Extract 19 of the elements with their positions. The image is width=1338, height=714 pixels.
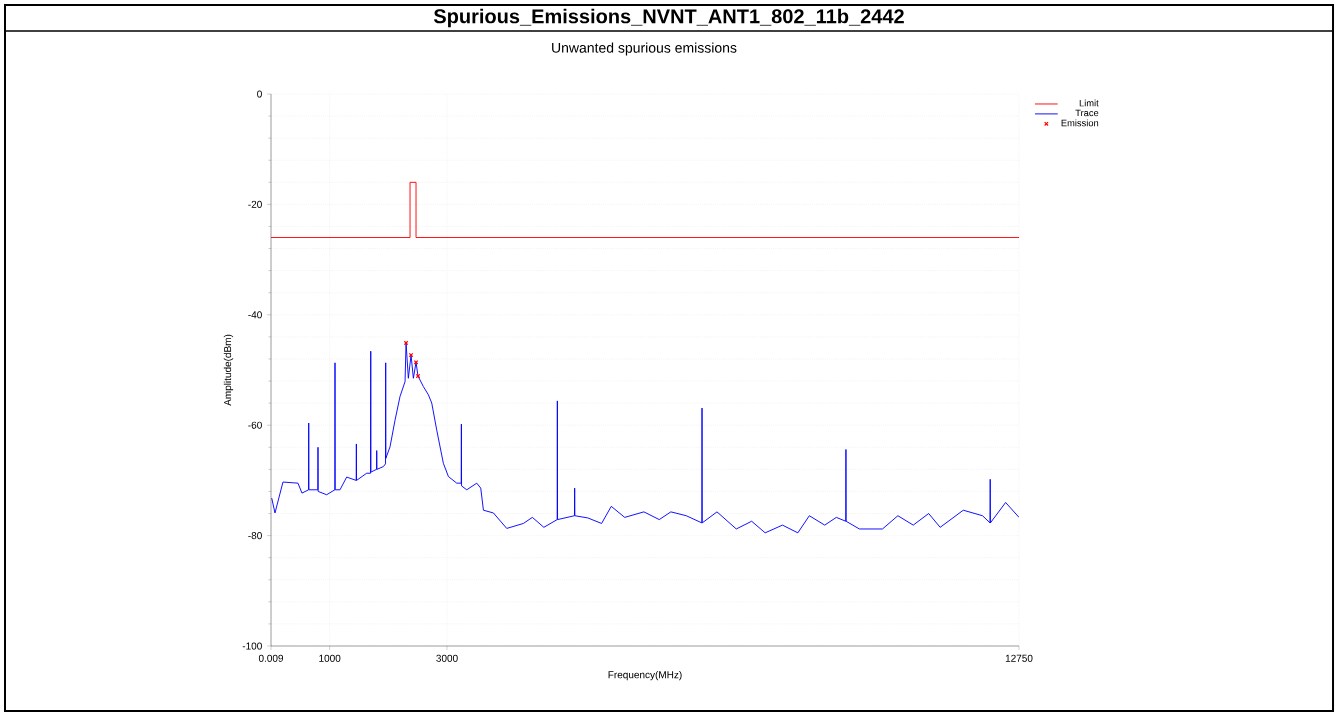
legend-label: Emission [1061, 119, 1099, 127]
x-tick-label: 1000 [319, 654, 341, 662]
x-tick-label: 12750 [1005, 654, 1033, 662]
legend-label: Limit [1079, 99, 1099, 107]
y-axis-title: Amplitude(dBm) [223, 334, 234, 406]
point [413, 359, 419, 365]
line-series [271, 342, 1020, 534]
chart-title: Spurious_Emissions_NVNT_ANT1_802_11b_2442 [433, 8, 904, 28]
y-tick-label: -60 [248, 421, 262, 429]
y-tick-label: -40 [248, 311, 262, 319]
chart-subtitle: Unwanted spurious emissions [552, 42, 737, 56]
x-tick-label: 0.009 [258, 654, 284, 662]
y-tick-label: -20 [248, 200, 262, 208]
legend-label: Trace [1075, 109, 1099, 117]
x-tick-label: 3000 [436, 654, 458, 662]
x-axis-title: Frequency(MHz) [608, 670, 682, 681]
y-tick-label: -100 [242, 642, 262, 650]
y-tick-label: 0 [257, 90, 262, 98]
y-tick-label: -80 [248, 532, 262, 540]
